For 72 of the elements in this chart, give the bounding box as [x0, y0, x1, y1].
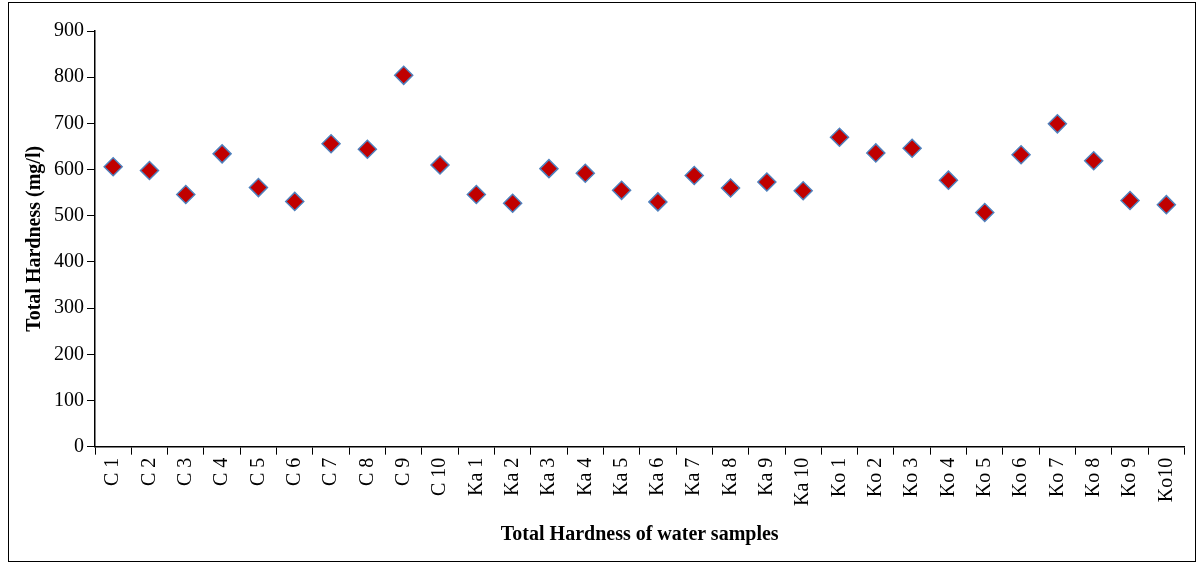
x-axis-title: Total Hardness of water samples: [500, 522, 779, 546]
y-tick-label: 900: [54, 18, 84, 41]
point: [284, 191, 305, 212]
point: [648, 192, 668, 212]
point: [611, 180, 632, 201]
point: [684, 165, 704, 186]
point: [176, 184, 196, 205]
point: [975, 202, 995, 223]
point: [1011, 145, 1031, 165]
x-tick-label: Ka 9: [754, 457, 777, 497]
point: [466, 184, 487, 205]
point: [393, 65, 414, 86]
x-tick-label: Ka 4: [572, 457, 595, 497]
point: [793, 181, 813, 201]
x-tick-label: Ko 9: [1117, 457, 1140, 498]
x-tick-label: C 9: [390, 457, 413, 487]
x-tick-label: Ka 1: [463, 457, 486, 497]
point: [212, 144, 232, 164]
point: [321, 133, 341, 154]
point: [103, 157, 123, 177]
x-tick-label: Ko 7: [1044, 457, 1067, 498]
point: [829, 127, 850, 147]
x-tick-label: C 6: [281, 457, 304, 487]
x-tick-label: C 1: [100, 457, 123, 487]
y-axis-title: Total Hardness (mg/l): [22, 145, 46, 332]
point: [139, 160, 160, 181]
y-tick-label: 300: [54, 295, 84, 318]
y-tick-label: 0: [74, 433, 84, 456]
x-tick-label: C 5: [245, 457, 268, 487]
x-tick-label: Ka 2: [499, 457, 522, 497]
point: [539, 158, 559, 179]
x-tick-label: Ka 3: [536, 457, 559, 497]
x-tick-label: Ka 6: [645, 457, 668, 497]
y-tick-label: 200: [54, 341, 84, 364]
x-tick-label: Ka 5: [608, 457, 631, 497]
point: [430, 155, 450, 175]
x-tick-label: Ko 6: [1008, 457, 1031, 498]
point: [357, 139, 378, 159]
point: [1120, 190, 1140, 211]
x-tick-label: C 10: [427, 457, 450, 497]
x-tick-label: Ko 8: [1080, 457, 1103, 498]
x-tick-label: Ka 10: [790, 457, 813, 507]
point: [866, 143, 886, 163]
x-tick-label: Ko 2: [863, 457, 886, 498]
point: [720, 178, 741, 198]
x-tick-label: C 7: [318, 457, 341, 487]
point: [1083, 151, 1104, 171]
x-tick-label: Ko 1: [826, 457, 849, 498]
x-tick-label: C 8: [354, 457, 377, 487]
y-tick-label: 100: [54, 387, 84, 410]
point: [575, 163, 596, 184]
x-tick-label: C 2: [136, 457, 159, 487]
point: [938, 170, 959, 190]
x-tick-label: Ka 7: [681, 457, 704, 497]
x-tick-label: Ko 4: [935, 457, 958, 498]
x-tick-label: Ko 5: [972, 457, 995, 498]
point: [902, 138, 922, 159]
x-tick-label: Ko10: [1153, 457, 1176, 503]
y-tick-label: 400: [54, 249, 84, 272]
y-tick-label: 500: [54, 203, 84, 225]
x-tick-label: Ko 3: [899, 457, 922, 498]
point: [248, 177, 269, 198]
point: [757, 172, 777, 192]
y-tick-label: 700: [54, 110, 84, 133]
point: [1047, 114, 1068, 134]
y-tick-label: 600: [54, 156, 84, 179]
point: [502, 193, 523, 214]
point: [1156, 194, 1177, 215]
x-tick-label: C 4: [209, 457, 232, 487]
x-tick-label: C 3: [173, 457, 196, 487]
y-tick-label: 800: [54, 64, 84, 87]
x-tick-label: Ka 8: [717, 457, 740, 497]
